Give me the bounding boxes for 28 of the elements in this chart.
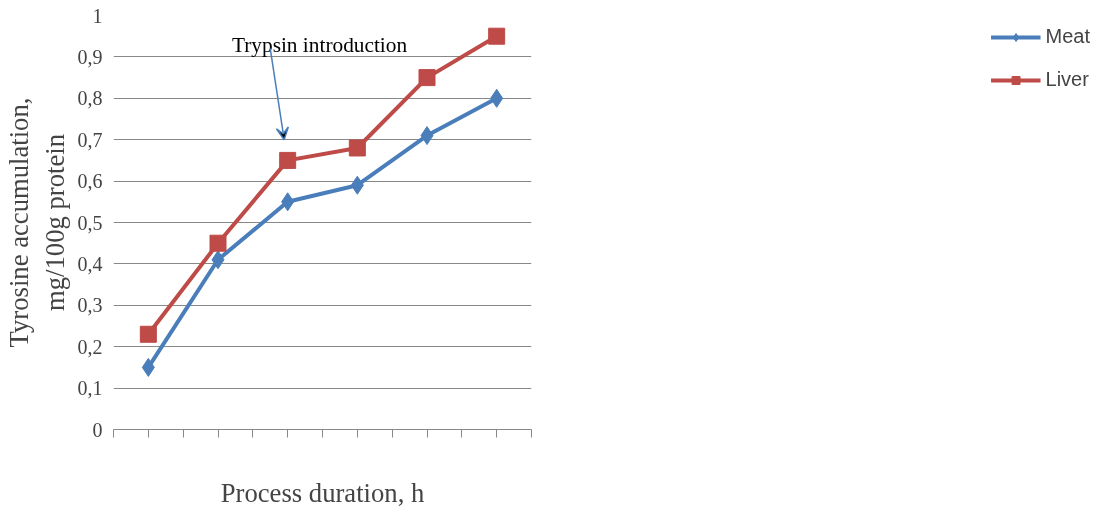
point xyxy=(490,88,504,108)
y-tick-label: 0,7 xyxy=(77,128,103,151)
point xyxy=(279,151,297,169)
y-tick-label: 0 xyxy=(92,418,103,441)
y-tick-label: 0,9 xyxy=(77,45,103,68)
point xyxy=(418,69,436,87)
point xyxy=(141,357,155,377)
legend-label: Liver xyxy=(1045,68,1089,91)
point xyxy=(211,250,225,270)
y-tick-label: 0,6 xyxy=(77,170,103,193)
point xyxy=(281,192,295,212)
x-axis-title: Process duration, h xyxy=(220,477,425,508)
y-tick-label: 0,3 xyxy=(77,294,103,317)
y-tick-label: 0,2 xyxy=(77,335,103,358)
legend-label: Meat xyxy=(1045,25,1090,48)
point xyxy=(209,234,227,252)
annotation: Trypsin introduction xyxy=(231,32,408,57)
y-tick-label: 0,4 xyxy=(77,252,103,275)
y-tick-label: 0,8 xyxy=(77,87,103,110)
y-tick-label: 0,5 xyxy=(77,211,103,234)
y-tick-label: 1 xyxy=(92,4,103,27)
y-tick-label: 0,1 xyxy=(77,377,103,400)
point xyxy=(348,139,366,157)
point xyxy=(420,126,434,146)
point xyxy=(350,175,364,195)
point xyxy=(488,27,506,45)
y-axis-title: Tyrosine accumulation, mg/100g protein xyxy=(3,97,70,348)
point xyxy=(139,325,157,343)
